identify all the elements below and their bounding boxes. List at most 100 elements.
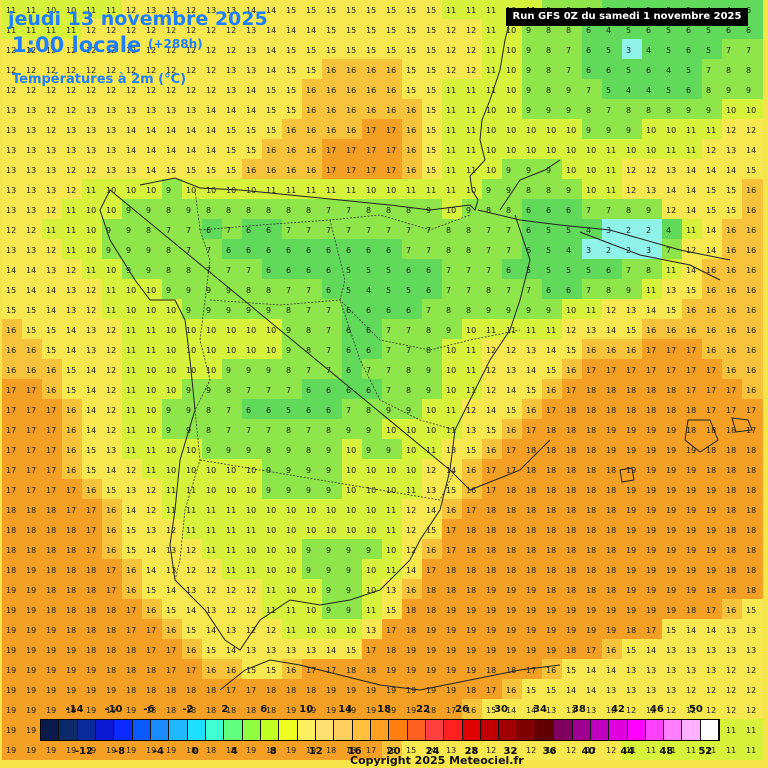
temperature-value: 16 xyxy=(286,126,296,135)
temperature-cell-fill xyxy=(682,199,703,220)
temperature-value: 18 xyxy=(546,486,556,495)
temperature-cell-fill xyxy=(342,59,363,80)
temperature-value: 12 xyxy=(126,466,136,475)
temperature-value: 13 xyxy=(646,186,656,195)
temperature-value: 15 xyxy=(286,66,296,75)
temperature-value: 17 xyxy=(386,146,396,155)
temperature-cell-fill xyxy=(282,259,303,280)
temperature-cell-fill xyxy=(322,279,343,300)
temperature-cell-fill xyxy=(322,79,343,100)
temperature-value: 8 xyxy=(586,106,591,115)
temperature-value: 13 xyxy=(286,646,296,655)
temperature-value: 19 xyxy=(446,626,456,635)
temperature-value: 11 xyxy=(446,426,456,435)
temperature-cell-fill xyxy=(642,59,663,80)
temperature-value: 8 xyxy=(206,426,211,435)
temperature-value: 10 xyxy=(226,346,236,355)
temperature-value: 14 xyxy=(66,346,76,355)
temperature-cell-fill xyxy=(622,159,643,180)
temperature-value: 16 xyxy=(446,506,456,515)
temperature-value: 17 xyxy=(606,366,616,375)
temperature-value: 6 xyxy=(346,326,351,335)
temperature-value: 19 xyxy=(626,586,636,595)
temperature-value: 16 xyxy=(306,126,316,135)
temperature-value: 7 xyxy=(286,386,291,395)
temperature-value: 10 xyxy=(246,546,256,555)
temperature-cell-fill xyxy=(462,0,483,20)
temperature-value: 14 xyxy=(746,146,756,155)
temperature-cell-fill xyxy=(342,19,363,40)
temperature-cell-fill xyxy=(242,199,263,220)
temperature-value: 17 xyxy=(566,386,576,395)
temperature-value: 12 xyxy=(46,86,56,95)
temperature-cell-fill xyxy=(682,59,703,80)
temperature-value: 18 xyxy=(206,746,216,755)
temperature-value: 19 xyxy=(486,626,496,635)
temperature-cell-fill xyxy=(322,119,343,140)
temperature-value: 12 xyxy=(706,706,716,715)
temperature-value: 5 xyxy=(626,66,631,75)
temperature-value: 9 xyxy=(526,106,531,115)
temperature-cell-fill xyxy=(562,59,583,80)
temperature-value: 16 xyxy=(626,346,636,355)
temperature-cell-fill xyxy=(282,119,303,140)
temperature-cell-fill xyxy=(122,59,143,80)
temperature-cell-fill xyxy=(662,179,683,200)
legend-swatch xyxy=(389,720,408,740)
temperature-cell-fill xyxy=(322,139,343,160)
temperature-cell-fill xyxy=(562,199,583,220)
temperature-cell-fill xyxy=(62,319,83,340)
temperature-value: 16 xyxy=(706,346,716,355)
temperature-value: 13 xyxy=(246,46,256,55)
temperature-cell-fill xyxy=(722,319,743,340)
temperature-value: 15 xyxy=(386,6,396,15)
temperature-value: 7 xyxy=(386,386,391,395)
temperature-cell-fill xyxy=(622,259,643,280)
temperature-cell-fill xyxy=(482,99,503,120)
temperature-value: 9 xyxy=(566,186,571,195)
temperature-value: 16 xyxy=(606,346,616,355)
temperature-value: 18 xyxy=(326,746,336,755)
temperature-cell-fill xyxy=(202,179,223,200)
temperature-cell-fill xyxy=(682,179,703,200)
temperature-value: 11 xyxy=(466,146,476,155)
temperature-cell-fill xyxy=(62,219,83,240)
temperature-value: 11 xyxy=(486,66,496,75)
temperature-value: 19 xyxy=(466,626,476,635)
temperature-value: 17 xyxy=(666,346,676,355)
temperature-cell-fill xyxy=(2,339,23,360)
temperature-cell-fill xyxy=(82,339,103,360)
temperature-cell-fill xyxy=(122,119,143,140)
temperature-value: 13 xyxy=(46,266,56,275)
temperature-cell-fill xyxy=(662,259,683,280)
temperature-value: 6 xyxy=(366,346,371,355)
temperature-value: 17 xyxy=(746,426,756,435)
temperature-value: 9 xyxy=(166,286,171,295)
temperature-cell-fill xyxy=(342,319,363,340)
temperature-cell-fill xyxy=(702,219,723,240)
temperature-cell-fill xyxy=(622,99,643,120)
temperature-value: 6 xyxy=(266,226,271,235)
legend-bottom-label: 44 xyxy=(620,746,635,757)
temperature-value: 10 xyxy=(506,146,516,155)
temperature-value: 8 xyxy=(226,206,231,215)
temperature-cell-fill xyxy=(2,299,23,320)
temperature-value: 12 xyxy=(66,266,76,275)
legend-swatch xyxy=(260,720,280,740)
temperature-cell-fill xyxy=(42,119,63,140)
temperature-value: 6 xyxy=(586,26,591,35)
temperature-value: 7 xyxy=(306,306,311,315)
temperature-value: 18 xyxy=(26,506,36,515)
temperature-cell-fill xyxy=(702,299,723,320)
temperature-cell-fill xyxy=(422,79,443,100)
temperature-cell-fill xyxy=(562,239,583,260)
temperature-cell-fill xyxy=(322,219,343,240)
temperature-value: 11 xyxy=(446,166,456,175)
temperature-cell-fill xyxy=(662,139,683,160)
temperature-value: 17 xyxy=(346,146,356,155)
temperature-cell-fill xyxy=(422,0,443,20)
temperature-value: 11 xyxy=(386,526,396,535)
temperature-cell-fill xyxy=(342,299,363,320)
temperature-value: 7 xyxy=(246,386,251,395)
temperature-value: 18 xyxy=(46,506,56,515)
